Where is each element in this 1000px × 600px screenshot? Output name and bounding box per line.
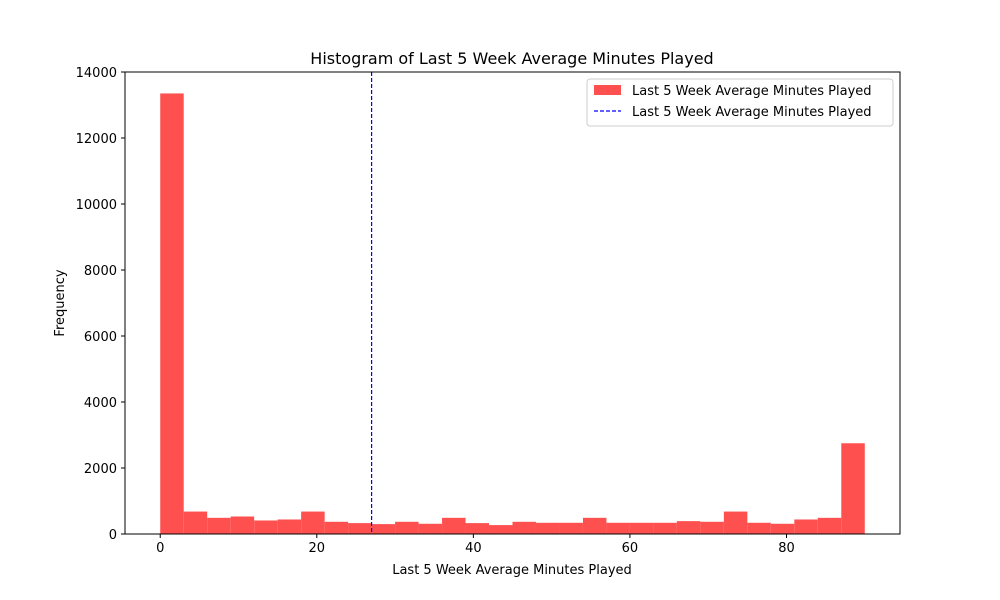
x-tick-label: 0 bbox=[156, 541, 164, 556]
histogram-bar bbox=[747, 522, 771, 534]
histogram-bar bbox=[559, 522, 583, 534]
histogram-bar bbox=[395, 521, 419, 534]
y-tick-label: 14000 bbox=[76, 66, 117, 81]
histogram-bar bbox=[207, 517, 231, 534]
histogram-bar bbox=[230, 516, 255, 534]
legend-line-label: Last 5 Week Average Minutes Played bbox=[632, 105, 872, 120]
chart-title: Histogram of Last 5 Week Average Minutes… bbox=[310, 49, 713, 68]
y-tick-label: 12000 bbox=[76, 132, 117, 147]
bars-group bbox=[160, 93, 865, 534]
histogram-bar bbox=[371, 524, 396, 534]
x-tick-label: 80 bbox=[778, 541, 795, 556]
legend-bar-label: Last 5 Week Average Minutes Played bbox=[632, 84, 872, 99]
y-tick-label: 6000 bbox=[84, 330, 117, 345]
y-tick-label: 8000 bbox=[84, 264, 117, 279]
histogram-bar bbox=[465, 523, 490, 534]
x-axis-label: Last 5 Week Average Minutes Played bbox=[392, 563, 632, 578]
y-tick-label: 0 bbox=[109, 528, 117, 543]
x-tick-label: 40 bbox=[465, 541, 482, 556]
histogram-bar bbox=[794, 519, 818, 534]
histogram-bar bbox=[770, 523, 795, 534]
histogram-bar bbox=[629, 522, 654, 534]
histogram-bar bbox=[442, 517, 466, 534]
legend: Last 5 Week Average Minutes Played Last … bbox=[586, 78, 894, 127]
histogram-bar bbox=[653, 522, 677, 534]
plot-frame bbox=[124, 71, 901, 535]
histogram-bar bbox=[489, 525, 513, 534]
histogram-bar bbox=[817, 517, 842, 534]
histogram-bar bbox=[676, 521, 701, 534]
y-tick-label: 10000 bbox=[76, 198, 117, 213]
x-tick-label: 60 bbox=[622, 541, 639, 556]
y-axis-label: Frequency bbox=[53, 269, 68, 336]
histogram-bar bbox=[723, 511, 748, 534]
histogram-bar bbox=[418, 523, 443, 534]
histogram-bar bbox=[183, 511, 208, 534]
histogram-bar bbox=[324, 521, 349, 534]
histogram-bar bbox=[512, 521, 536, 534]
x-axis: 0 20 40 60 80 bbox=[156, 534, 795, 556]
histogram-bar bbox=[348, 523, 372, 534]
histogram-bar bbox=[606, 522, 630, 534]
x-tick-label: 20 bbox=[309, 541, 326, 556]
y-axis: 0 2000 4000 6000 8000 10000 12000 14000 bbox=[76, 66, 125, 543]
y-tick-label: 2000 bbox=[84, 462, 117, 477]
y-tick-label: 4000 bbox=[84, 396, 117, 411]
histogram-bar bbox=[301, 511, 325, 534]
histogram-bar bbox=[277, 519, 302, 534]
histogram-bar bbox=[841, 443, 865, 534]
histogram-bar bbox=[254, 520, 278, 534]
histogram-bar bbox=[160, 93, 184, 534]
legend-bar-swatch bbox=[594, 85, 621, 95]
histogram-bar bbox=[700, 521, 724, 534]
legend-box bbox=[586, 78, 894, 127]
histogram-bar bbox=[535, 522, 560, 534]
histogram-bar bbox=[582, 517, 607, 534]
